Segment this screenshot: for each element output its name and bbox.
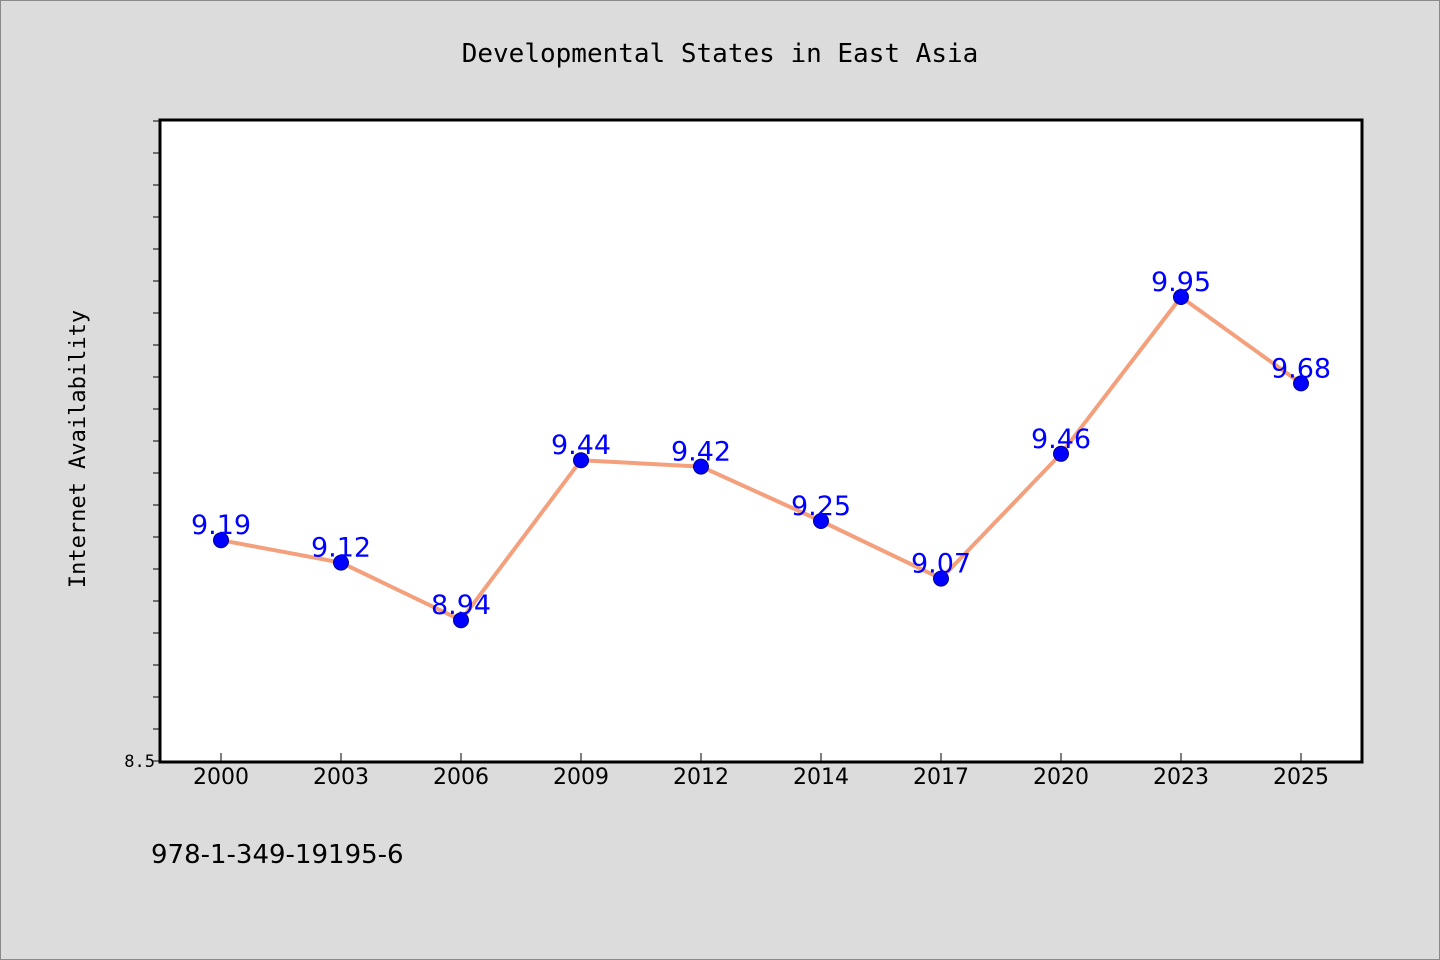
y-tick-label: 8.5 [124, 752, 155, 772]
data-point [693, 458, 709, 475]
data-label: 9.42 [671, 437, 731, 468]
data-point [573, 452, 589, 469]
x-tick-label: 2025 [1273, 765, 1329, 790]
x-tick-label: 2017 [913, 765, 969, 790]
data-label: 9.25 [791, 491, 851, 522]
data-point [333, 554, 349, 571]
x-tick-label: 2014 [793, 765, 849, 790]
data-label: 9.12 [311, 533, 371, 564]
x-tick-label: 2020 [1033, 765, 1089, 790]
x-tick-label: 2006 [433, 765, 489, 790]
chart-title: Developmental States in East Asia [462, 39, 979, 69]
x-tick-label: 2023 [1153, 765, 1209, 790]
data-point [453, 612, 469, 629]
x-tick-label: 2009 [553, 765, 609, 790]
data-label: 9.95 [1151, 267, 1211, 298]
x-axis-ticks: 2000 2003 2006 2009 2012 2014 2017 2020 2023 2025 [193, 753, 1329, 790]
data-label: 8.94 [431, 590, 491, 621]
data-point [813, 513, 829, 529]
y-axis-ticks: 8.5 [124, 120, 161, 772]
data-point [1053, 445, 1069, 462]
series-group: 9.19 9.12 8.94 9.44 9.42 9.25 9.07 9.46 9.95 9.68 [191, 267, 1331, 629]
data-label: 9.44 [551, 430, 611, 461]
data-label: 9.07 [911, 549, 971, 580]
x-tick-label: 2003 [313, 765, 369, 790]
data-point [1293, 375, 1309, 392]
series-line [219, 295, 1303, 623]
plot-area [158, 118, 1364, 764]
data-point [1173, 289, 1189, 305]
data-label: 9.46 [1031, 424, 1091, 455]
x-tick-label: 2012 [673, 765, 729, 790]
x-tick-label: 2000 [193, 765, 249, 790]
isbn-caption: 978-1-349-19195-6 [151, 840, 404, 870]
y-axis-label: Internet Availability [66, 310, 91, 588]
data-point [933, 570, 949, 587]
data-label: 9.68 [1271, 353, 1331, 384]
data-point [213, 532, 229, 549]
data-label: 9.19 [191, 510, 251, 541]
